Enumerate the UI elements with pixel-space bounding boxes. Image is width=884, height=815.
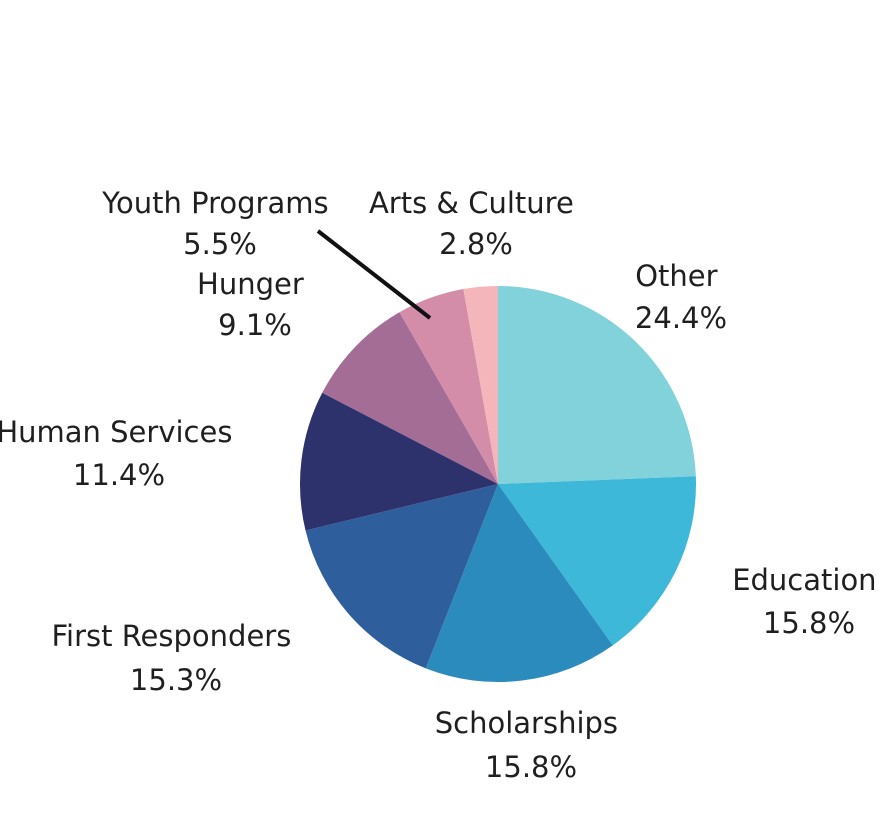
slice-label-other: Other 24.4% (635, 259, 727, 335)
slice-value-youth-programs: 5.5% (183, 227, 257, 261)
slice-name-education: Education (732, 563, 876, 597)
slice-value-first-responders: 15.3% (130, 663, 222, 697)
slice-label-youth-programs: Youth Programs 5.5% (101, 186, 338, 261)
slice-labels: Other 24.4% Education 15.8% Scholarships… (0, 186, 884, 784)
pie-slice-education (498, 476, 697, 646)
slice-label-education: Education 15.8% (732, 563, 884, 640)
slice-label-human-services: Human Services 11.4% (0, 415, 242, 492)
slice-value-scholarships: 15.8% (485, 750, 577, 784)
slice-label-first-responders: First Responders 15.3% (51, 619, 300, 697)
slice-name-other: Other (635, 259, 717, 293)
pie-slice-first-responders (305, 484, 498, 669)
youth-programs-leader-line (316, 229, 432, 320)
slice-value-other: 24.4% (635, 301, 727, 335)
slice-value-human-services: 11.4% (73, 458, 165, 492)
slice-label-hunger: Hunger 9.1% (197, 267, 313, 342)
slice-value-arts-culture: 2.8% (439, 227, 513, 261)
pie-slice-other (498, 286, 696, 484)
pie-slice-human-services (299, 392, 498, 531)
pie-slice-youth-programs (399, 289, 498, 484)
pie-slice-arts-culture (463, 286, 498, 484)
pie-slice-hunger (322, 312, 498, 484)
pie-slice-scholarships (425, 484, 613, 683)
slice-name-first-responders: First Responders (51, 619, 291, 653)
slice-name-scholarships: Scholarships (435, 706, 618, 740)
slice-value-education: 15.8% (763, 606, 855, 640)
slice-label-arts-culture: Arts & Culture 2.8% (369, 186, 583, 261)
slice-label-scholarships: Scholarships 15.8% (435, 706, 628, 784)
pie-slices (299, 286, 697, 683)
slice-value-hunger: 9.1% (218, 308, 292, 342)
slice-name-arts-culture: Arts & Culture (369, 186, 574, 220)
slice-name-human-services: Human Services (0, 415, 232, 449)
slice-name-hunger: Hunger (197, 267, 304, 301)
slice-name-youth-programs: Youth Programs (101, 186, 328, 220)
